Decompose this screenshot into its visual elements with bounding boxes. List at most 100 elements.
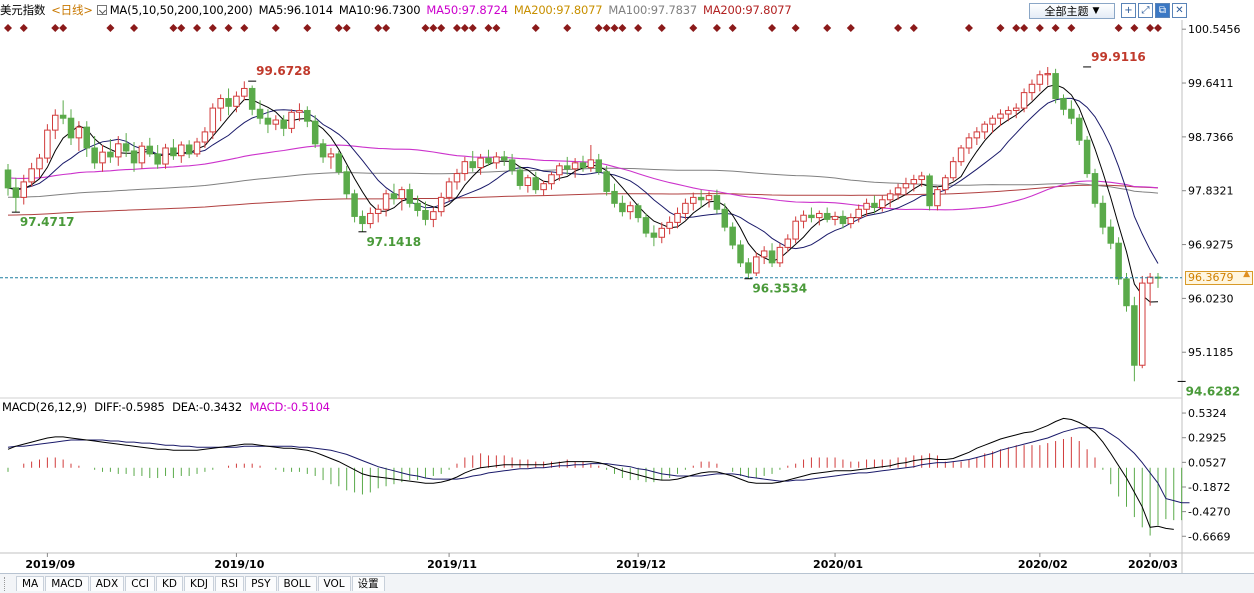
moving-average-lines xyxy=(7,84,1159,303)
price-axis: 100.5456 99.6411 98.7366 97.8321 96.9275 96.0… xyxy=(1182,23,1241,543)
signal-diamond-icon xyxy=(1012,24,1021,32)
candle-down xyxy=(485,157,492,164)
candle-up xyxy=(540,183,547,191)
candle-up xyxy=(1036,74,1044,85)
macd-tick-label: -0.4270 xyxy=(1188,506,1230,519)
candle-up xyxy=(382,193,390,210)
candle-down xyxy=(154,153,161,165)
tab-cci[interactable]: CCI xyxy=(125,576,155,591)
candle-up xyxy=(1005,109,1012,115)
signal-diamond-icon xyxy=(657,24,666,32)
signal-diamond-icon xyxy=(177,24,186,32)
signal-diamond-icon xyxy=(484,24,493,32)
candle-up xyxy=(1028,83,1036,94)
signal-diamond-icon xyxy=(1146,24,1155,32)
ma100-line xyxy=(8,167,1159,198)
candle-down xyxy=(1099,202,1107,228)
macd-params[interactable]: MACD(26,12,9) xyxy=(2,400,87,414)
candle-up xyxy=(193,141,201,155)
period-label[interactable]: <日线> xyxy=(51,3,93,17)
candle-up xyxy=(20,181,28,198)
candle-up xyxy=(162,147,169,165)
candle-down xyxy=(130,150,138,164)
signal-diamond-icon xyxy=(240,24,249,32)
candle-down xyxy=(1115,242,1122,280)
candle-up xyxy=(918,175,925,181)
legend-ma50: MA50:97.8724 xyxy=(426,3,508,17)
signal-diamond-icon xyxy=(374,24,383,32)
candle-up xyxy=(800,214,807,222)
candle-up xyxy=(753,256,760,274)
date-tick-label: 2019/10 xyxy=(214,558,264,571)
signal-diamond-icon xyxy=(342,24,351,32)
candle-up xyxy=(965,137,973,149)
theme-label: 全部主题 xyxy=(1044,5,1089,18)
plus-icon[interactable]: + xyxy=(1121,3,1136,18)
tab-kdj[interactable]: KDJ xyxy=(183,576,215,591)
candle-down xyxy=(146,145,154,155)
candle-up xyxy=(241,87,248,97)
candle-down xyxy=(422,209,429,220)
signal-diamond-icon xyxy=(303,24,312,32)
settings-checkbox-icon[interactable] xyxy=(96,5,107,15)
legend-ma10: MA10:96.7300 xyxy=(338,3,421,17)
candle-down xyxy=(1083,139,1091,175)
tab-settings[interactable]: 设置 xyxy=(351,576,385,591)
tab-kd[interactable]: KD xyxy=(155,576,183,591)
macd-panel xyxy=(7,417,1190,536)
candle-down xyxy=(619,202,626,213)
candle-down xyxy=(563,165,571,170)
tab-adx[interactable]: ADX xyxy=(89,576,125,591)
candle-up xyxy=(28,168,35,183)
candle-up xyxy=(453,173,461,183)
tab-psy[interactable]: PSY xyxy=(245,576,277,591)
candle-up xyxy=(36,157,43,170)
price-tick-label: 96.9275 xyxy=(1188,239,1234,252)
signal-diamond-icon xyxy=(19,24,28,32)
macd-tick-label: -0.1872 xyxy=(1188,481,1230,494)
tab-ma[interactable]: MA xyxy=(16,576,45,591)
symbol-name[interactable]: 美元指数 xyxy=(0,3,46,17)
candle-up xyxy=(44,129,51,159)
diff-line xyxy=(7,417,1174,530)
candle-up xyxy=(886,193,894,201)
candle-up xyxy=(571,162,579,170)
candle-down xyxy=(311,120,319,145)
tab-vol[interactable]: VOL xyxy=(317,576,351,591)
theme-dropdown[interactable]: 全部主题 ▼ xyxy=(1029,3,1115,19)
signal-diamond-icon xyxy=(130,24,139,32)
macd-tick-label: -0.6669 xyxy=(1188,530,1230,543)
signal-diamond-icon xyxy=(437,24,446,32)
candle-up xyxy=(477,157,484,169)
candle-down xyxy=(1091,173,1099,204)
candle-up xyxy=(981,123,988,133)
ma-params[interactable]: MA(5,10,50,200,100,200) xyxy=(109,3,253,17)
expand-icon[interactable]: ⤢ xyxy=(1138,3,1153,18)
macd-tick-label: 0.0527 xyxy=(1188,456,1227,469)
candle-down xyxy=(603,171,610,192)
date-axis: 2019/09 2019/10 2019/11 2019/12 2020/01 2020/… xyxy=(25,553,1178,571)
price-chart[interactable]: 99.6728 97.4717 97.1418 96.3534 99.9116 94.62… xyxy=(0,0,1254,573)
screen-icon[interactable]: ⧉ xyxy=(1155,3,1170,18)
candle-down xyxy=(122,143,130,152)
macd-value: MACD:-0.5104 xyxy=(249,400,330,414)
signal-diamond-icon xyxy=(106,24,115,32)
candle-up xyxy=(178,144,185,157)
candle-up xyxy=(1044,73,1051,76)
candle-up xyxy=(910,179,918,185)
candle-up xyxy=(816,212,823,219)
candle-down xyxy=(91,147,98,164)
close-icon[interactable]: ✕ xyxy=(1172,3,1187,18)
tab-macd[interactable]: MACD xyxy=(45,576,89,591)
candle-down xyxy=(579,162,587,169)
candle-down xyxy=(721,208,729,228)
price-tick-label: 99.6411 xyxy=(1188,77,1234,90)
tab-rsi[interactable]: RSI xyxy=(215,576,245,591)
candle-up xyxy=(288,111,295,129)
candle-up xyxy=(217,98,224,109)
candle-down xyxy=(926,175,933,207)
tab-boll[interactable]: BOLL xyxy=(277,576,317,591)
signal-diamond-icon xyxy=(964,24,973,32)
candle-up xyxy=(272,119,280,125)
candle-down xyxy=(304,109,311,122)
